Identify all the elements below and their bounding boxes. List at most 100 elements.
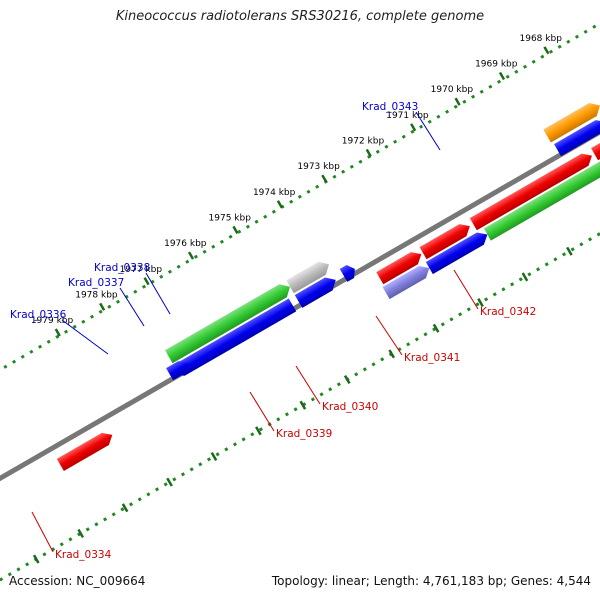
tick-mark — [210, 451, 218, 462]
gene-krad-0337 — [286, 261, 329, 294]
tick-mark — [276, 200, 283, 209]
tick-mark — [410, 123, 417, 132]
scale-dot — [371, 362, 376, 367]
scale-dot — [154, 487, 160, 492]
scale-dot — [46, 339, 51, 344]
gene-label: Krad_0342 — [480, 306, 536, 318]
scale-dot — [137, 497, 142, 502]
scale-dot — [596, 232, 600, 237]
scale-dot — [566, 39, 571, 44]
scale-dot — [527, 272, 532, 277]
gene-krad-0338 — [339, 265, 355, 282]
scale-dot — [332, 174, 337, 179]
scale-dot — [419, 124, 424, 129]
scale-dot — [29, 349, 34, 354]
tick-mark — [77, 528, 85, 538]
scale-dot — [479, 89, 484, 94]
scale-dot — [172, 477, 177, 482]
gene-krad-0336-b — [173, 298, 297, 376]
scale-dot — [68, 537, 73, 542]
scale-dot — [501, 287, 506, 292]
scale-dot — [206, 457, 212, 462]
scale-dot — [449, 317, 454, 322]
scale-dot — [228, 234, 233, 239]
scale-dot — [107, 304, 112, 309]
scale-dot — [362, 367, 367, 372]
gene-small-blue — [166, 361, 189, 381]
scale-dot — [375, 149, 380, 154]
scale-dot — [380, 357, 385, 362]
gene-krad-0342-r — [591, 135, 600, 161]
scale-dot — [570, 247, 575, 252]
scale-dot — [289, 199, 294, 204]
scale-dot — [241, 437, 246, 442]
scale-dot — [59, 542, 64, 547]
scale-dot — [536, 267, 541, 272]
gene-label: Krad_0334 — [55, 549, 112, 561]
scale-dot — [354, 372, 359, 377]
scale-dot — [410, 129, 415, 134]
scale-dot — [406, 342, 411, 347]
scale-dot — [414, 337, 419, 342]
tick-mark — [365, 148, 372, 158]
tick-label: 1970 kbp — [431, 85, 474, 95]
scale-dot — [462, 99, 467, 104]
tick-mark — [143, 277, 150, 286]
scale-dot — [562, 252, 567, 257]
tick-label: 1969 kbp — [475, 60, 518, 70]
scale-dot — [219, 239, 224, 244]
gene-krad-0337-b — [294, 277, 336, 308]
scale-dot — [37, 344, 43, 349]
genome-summary-text: Topology: linear; Length: 4,761,183 bp; … — [271, 574, 591, 588]
tick-mark — [232, 225, 239, 234]
scale-dot — [189, 467, 194, 472]
scale-dot — [254, 219, 259, 224]
scale-dot — [492, 292, 497, 297]
scale-dot — [263, 214, 268, 219]
scale-dot — [514, 69, 519, 74]
tick-label: 1973 kbp — [297, 162, 340, 172]
scale-dot — [276, 417, 281, 422]
gene-label: Krad_0338 — [94, 262, 150, 274]
leader-line — [119, 287, 145, 327]
tick-mark — [121, 503, 129, 513]
scale-dot — [115, 299, 121, 304]
scale-dot — [488, 84, 493, 89]
scale-dot — [12, 359, 17, 364]
scale-dot — [553, 257, 558, 262]
scale-dot — [401, 134, 406, 139]
scale-dot — [258, 427, 263, 432]
leader-line — [61, 319, 109, 355]
gene-krad-0340 — [425, 232, 488, 275]
scale-dot — [176, 264, 181, 269]
tick-label: 1972 kbp — [342, 137, 385, 147]
gene-krad-0334 — [56, 432, 113, 471]
gene-label: Krad_0339 — [276, 428, 332, 440]
map-title: Kineococcus radiotolerans SRS30216, comp… — [115, 9, 485, 24]
gene-krad-0341 — [483, 158, 600, 241]
scale-dot — [587, 237, 593, 242]
tick-mark — [388, 349, 396, 359]
tick-label: 1978 kbp — [75, 290, 118, 300]
leader-line — [453, 269, 479, 310]
scale-dot — [548, 49, 554, 54]
scale-dot — [120, 507, 125, 512]
scale-dot — [471, 94, 476, 99]
scale-dot — [284, 412, 289, 417]
scale-dot — [579, 242, 584, 247]
scale-dot — [583, 29, 588, 34]
tick-mark — [321, 174, 328, 183]
tick-label: 1979 kbp — [31, 316, 74, 326]
tick-mark — [543, 46, 550, 55]
scale-dot — [146, 492, 151, 497]
leader-line — [145, 272, 171, 315]
scale-dot — [349, 164, 354, 169]
scale-dot — [544, 262, 549, 267]
scale-dot — [505, 74, 510, 79]
tick-mark — [432, 323, 440, 333]
leader-line — [415, 111, 441, 151]
scale-dot — [180, 472, 186, 477]
gene-krad-0343-b — [554, 120, 600, 157]
